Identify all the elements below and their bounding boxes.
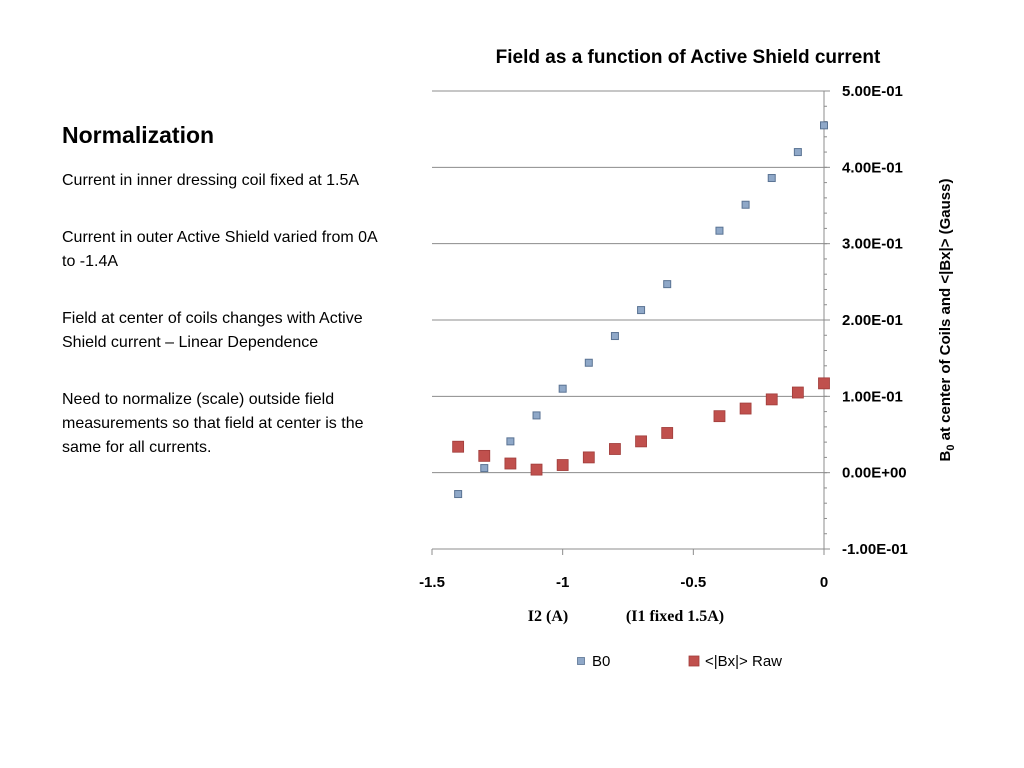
b0-point — [741, 200, 750, 209]
y-tick-label: 5.00E-01 — [842, 83, 903, 100]
y-axis-label-suffix: at center of Coils and <|Bx|> (Gauss) — [937, 179, 954, 445]
y-tick-label: 3.00E-01 — [842, 236, 903, 253]
bx-raw-point — [713, 410, 726, 423]
legend-label: B0 — [592, 653, 610, 670]
bx-raw-point — [530, 463, 543, 476]
tick-labels: -1.00E-01 0.00E+00 1.00E-01 2.00E-01 3.00E-0… — [419, 83, 908, 591]
b0-point — [793, 148, 802, 157]
b0-point — [558, 384, 567, 393]
x-tick-label: 0 — [820, 574, 828, 591]
bullet-paragraph: Field at center of coils changes with Ac… — [62, 310, 363, 351]
b0-point — [454, 490, 463, 499]
bx-raw-point — [582, 451, 595, 464]
bullet-paragraph: Need to normalize (scale) outside field … — [62, 391, 364, 456]
axes — [431, 90, 830, 555]
data-markers — [452, 121, 830, 499]
b0-point — [584, 358, 593, 367]
legend-label: <|Bx|> Raw — [705, 653, 782, 670]
y-tick-label: -1.00E-01 — [842, 541, 908, 558]
chart-title: Field as a function of Active Shield cur… — [496, 47, 881, 68]
y-axis-label-subscript: 0 — [945, 445, 957, 451]
b0-point — [663, 280, 672, 289]
bx-raw-point — [452, 440, 465, 453]
b0-point — [637, 306, 646, 315]
bx-raw-point — [739, 402, 752, 415]
legend-marker — [688, 655, 700, 667]
y-tick-label: 1.00E-01 — [842, 388, 903, 405]
b0-point — [715, 226, 724, 235]
gridlines — [432, 90, 824, 474]
bullet-paragraph: Current in outer Active Shield varied fr… — [62, 229, 377, 270]
b0-point — [532, 411, 541, 420]
bx-raw-point — [818, 377, 830, 390]
bx-raw-point — [661, 427, 674, 439]
bx-raw-point — [765, 393, 778, 406]
bx-raw-point — [504, 457, 517, 470]
bx-raw-point — [478, 449, 491, 462]
y-tick-label: 0.00E+00 — [842, 465, 907, 482]
b0-point — [480, 464, 489, 473]
legend: B0 <|Bx|> Raw — [577, 653, 782, 670]
b0-point — [506, 437, 515, 446]
x-tick-label: -1.5 — [419, 574, 445, 591]
bx-raw-point — [609, 443, 621, 455]
bx-raw-point — [791, 386, 804, 399]
bx-raw-point — [635, 435, 647, 448]
text-panel: Normalization Current in inner dressing … — [62, 122, 392, 493]
b0-point — [767, 174, 776, 183]
x-tick-label: -1 — [556, 574, 569, 591]
y-axis-label: B0 at center of Coils and <|Bx|> (Gauss) — [937, 179, 957, 462]
bx-raw-point — [556, 459, 569, 471]
x-axis-label-note: (I1 fixed 1.5A) — [626, 608, 724, 625]
y-tick-label: 4.00E-01 — [842, 159, 903, 176]
slide-heading: Normalization — [62, 122, 215, 148]
b0-point — [610, 332, 619, 341]
b0-point — [820, 121, 828, 130]
y-axis-label-prefix: B — [937, 450, 954, 461]
legend-marker — [577, 657, 585, 665]
x-tick-label: -0.5 — [680, 574, 706, 591]
y-tick-label: 2.00E-01 — [842, 312, 903, 329]
bullet-paragraph: Current in inner dressing coil fixed at … — [62, 172, 360, 189]
x-axis-label: I2 (A) — [528, 608, 568, 625]
